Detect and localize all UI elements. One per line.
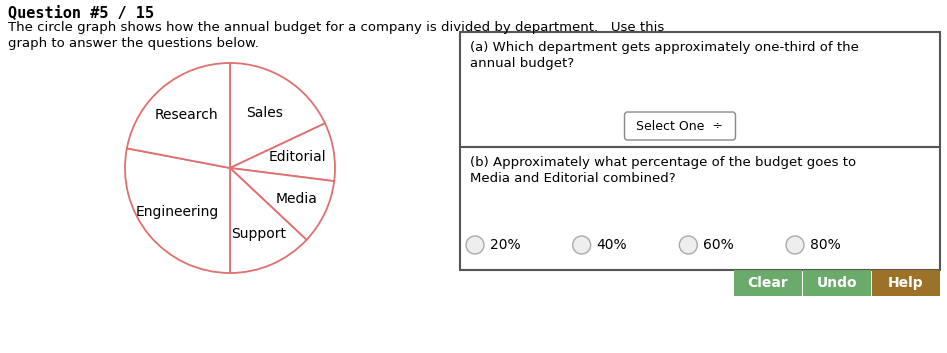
Text: (b) Approximately what percentage of the budget goes to: (b) Approximately what percentage of the…: [470, 156, 856, 169]
Wedge shape: [230, 63, 325, 168]
Text: (a) Which department gets approximately one-third of the: (a) Which department gets approximately …: [470, 41, 859, 54]
Bar: [734, 270, 802, 296]
Text: 20%: 20%: [490, 238, 521, 252]
Wedge shape: [127, 63, 230, 168]
Text: Media and Editorial combined?: Media and Editorial combined?: [470, 172, 675, 185]
Text: Engineering: Engineering: [135, 204, 219, 219]
Circle shape: [466, 236, 484, 254]
Text: 60%: 60%: [704, 238, 734, 252]
Bar: [460, 32, 940, 270]
Text: Media: Media: [276, 192, 317, 206]
Wedge shape: [230, 123, 335, 181]
Text: Help: Help: [888, 276, 924, 290]
Text: 40%: 40%: [597, 238, 627, 252]
Circle shape: [573, 236, 591, 254]
Text: annual budget?: annual budget?: [470, 57, 574, 70]
Wedge shape: [125, 148, 230, 273]
Text: 80%: 80%: [810, 238, 841, 252]
Circle shape: [786, 236, 804, 254]
Text: Undo: Undo: [816, 276, 857, 290]
Wedge shape: [230, 168, 334, 240]
Wedge shape: [230, 168, 307, 273]
Text: Editorial: Editorial: [269, 150, 326, 164]
FancyBboxPatch shape: [624, 112, 736, 140]
Text: Support: Support: [231, 227, 286, 240]
Circle shape: [679, 236, 697, 254]
Text: Select One  ÷: Select One ÷: [636, 120, 724, 132]
Text: Research: Research: [154, 108, 219, 122]
Bar: [872, 270, 940, 296]
Text: The circle graph shows how the annual budget for a company is divided by departm: The circle graph shows how the annual bu…: [8, 21, 664, 34]
Bar: [803, 270, 871, 296]
Text: Sales: Sales: [246, 106, 283, 120]
Text: graph to answer the questions below.: graph to answer the questions below.: [8, 37, 259, 50]
Text: Clear: Clear: [747, 276, 788, 290]
Text: Question #5 / 15: Question #5 / 15: [8, 5, 154, 20]
